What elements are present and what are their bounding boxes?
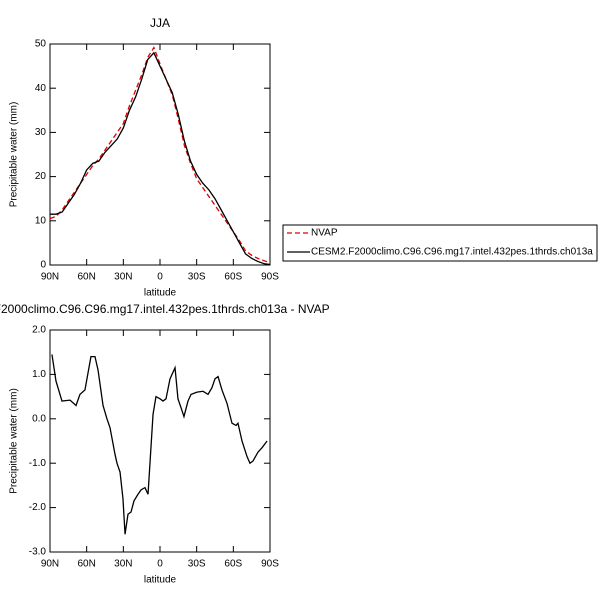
x-tick-label: 90S [261, 559, 279, 570]
x-tick-label: 60S [224, 559, 242, 570]
legend-label: NVAP [311, 228, 338, 239]
x-tick-label: 90S [261, 272, 279, 283]
y-tick-label: 1.0 [32, 369, 46, 380]
x-tick-label: 90N [41, 559, 59, 570]
y-tick-label: -2.0 [29, 502, 47, 513]
legend-label: CESM2.F2000climo.C96.C96.mg17.intel.432p… [311, 247, 593, 258]
y-tick-label: 30 [35, 127, 47, 138]
y-tick-label: 40 [35, 83, 47, 94]
data-line [51, 354, 268, 535]
plot-frame [49, 329, 271, 553]
y-tick-label: 50 [35, 39, 47, 50]
x-tick-label: 0 [157, 559, 163, 570]
x-tick-label: 60N [77, 272, 95, 283]
y-tick-label: 0.0 [32, 413, 46, 424]
x-tick-label: 30N [114, 272, 132, 283]
x-axis-label: latitude [144, 575, 177, 586]
x-tick-label: 30S [188, 272, 206, 283]
y-tick-label: -3.0 [29, 547, 47, 558]
x-tick-label: 60N [77, 559, 95, 570]
plot-frame [49, 43, 271, 266]
chart-title: JJA [150, 16, 170, 30]
x-tick-label: 0 [157, 272, 163, 283]
y-tick-label: -1.0 [29, 458, 47, 469]
data-line [50, 51, 271, 266]
y-tick-label: 10 [35, 215, 47, 226]
x-tick-label: 60S [224, 272, 242, 283]
y-axis-label: Precipitable water (mm) [9, 102, 20, 208]
legend-box [282, 224, 598, 262]
chart-title: .F2000climo.C96.C96.mg17.intel.432pes.1t… [0, 302, 330, 316]
x-tick-label: 30S [188, 559, 206, 570]
y-tick-label: 2.0 [32, 325, 46, 336]
y-tick-label: 0 [40, 260, 46, 271]
y-axis-label: Precipitable water (mm) [9, 388, 20, 494]
data-line [49, 46, 271, 264]
x-tick-label: 90N [41, 272, 59, 283]
x-axis-label: latitude [144, 288, 177, 299]
y-tick-label: 20 [35, 171, 47, 182]
x-tick-label: 30N [114, 559, 132, 570]
